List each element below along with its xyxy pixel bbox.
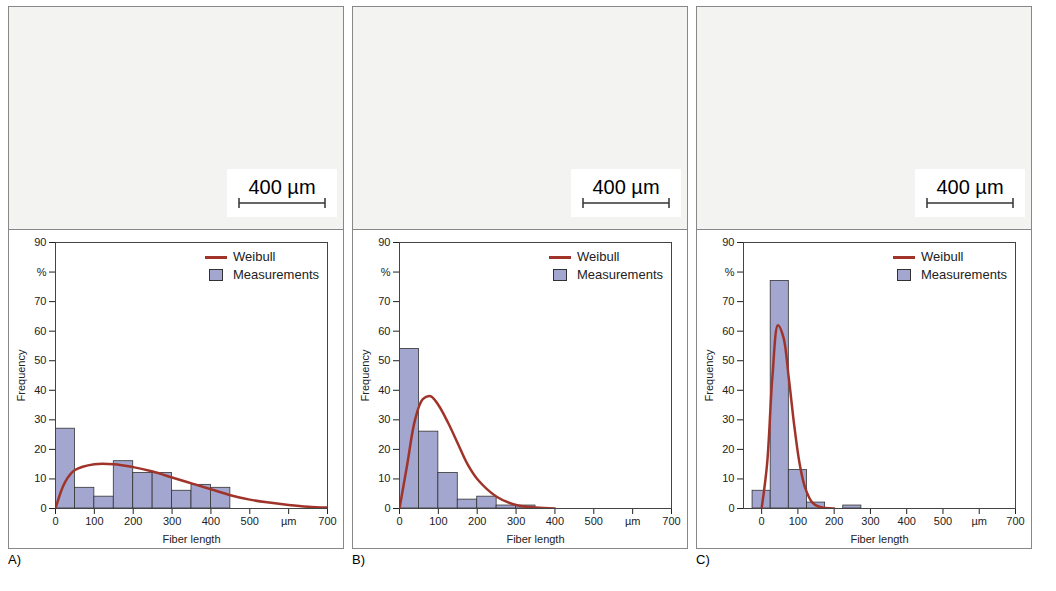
svg-text:µm: µm [971, 515, 987, 527]
html-text:Measurements: Measurements [233, 267, 319, 282]
svg-text:50: 50 [34, 354, 46, 366]
svg-text:400: 400 [546, 515, 564, 527]
svg-text:100: 100 [85, 515, 103, 527]
svg-text:90: 90 [34, 236, 46, 248]
svg-text:400: 400 [898, 515, 916, 527]
svg-text:60: 60 [722, 325, 734, 337]
svg-text:700: 700 [318, 515, 336, 527]
svg-text:%: % [725, 266, 735, 278]
svg-text:Frequency: Frequency [703, 349, 715, 401]
html-text:B): B) [352, 552, 365, 567]
html-text:Weibull: Weibull [233, 249, 276, 264]
html-text:Weibull: Weibull [577, 249, 620, 264]
svg-text:70: 70 [722, 295, 734, 307]
svg-text:300: 300 [861, 515, 879, 527]
svg-text:0: 0 [40, 502, 46, 514]
svg-text:400 µm: 400 µm [592, 176, 659, 198]
svg-text:Fiber length: Fiber length [162, 533, 220, 545]
svg-text:30: 30 [722, 413, 734, 425]
svg-text:700: 700 [662, 515, 680, 527]
svg-text:10: 10 [378, 472, 390, 484]
svg-text:0: 0 [396, 515, 402, 527]
svg-text:40: 40 [34, 384, 46, 396]
html-text:Measurements: Measurements [577, 267, 663, 282]
svg-text:20: 20 [722, 443, 734, 455]
html-text:C): C) [696, 552, 710, 567]
svg-text:200: 200 [825, 515, 843, 527]
svg-text:100: 100 [429, 515, 447, 527]
html-text:A): A) [8, 552, 21, 567]
svg-text:0: 0 [384, 502, 390, 514]
svg-text:500: 500 [934, 515, 952, 527]
svg-text:90: 90 [722, 236, 734, 248]
svg-text:700: 700 [1006, 515, 1024, 527]
svg-text:300: 300 [507, 515, 525, 527]
svg-text:0: 0 [52, 515, 58, 527]
svg-text:50: 50 [378, 354, 390, 366]
svg-text:90: 90 [378, 236, 390, 248]
svg-text:200: 200 [124, 515, 142, 527]
html-text:Weibull: Weibull [921, 249, 964, 264]
svg-text:400: 400 [202, 515, 220, 527]
svg-text:500: 500 [241, 515, 259, 527]
svg-text:60: 60 [34, 325, 46, 337]
svg-text:300: 300 [163, 515, 181, 527]
svg-text:40: 40 [722, 384, 734, 396]
svg-text:10: 10 [722, 472, 734, 484]
svg-text:µm: µm [625, 515, 641, 527]
svg-text:70: 70 [34, 295, 46, 307]
svg-text:500: 500 [585, 515, 603, 527]
svg-text:20: 20 [378, 443, 390, 455]
svg-text:30: 30 [378, 413, 390, 425]
svg-text:400 µm: 400 µm [936, 176, 1003, 198]
svg-text:400 µm: 400 µm [248, 176, 315, 198]
svg-text:50: 50 [722, 354, 734, 366]
svg-text:Frequency: Frequency [359, 349, 371, 401]
svg-text:100: 100 [789, 515, 807, 527]
html-text:Measurements: Measurements [921, 267, 1007, 282]
svg-text:200: 200 [468, 515, 486, 527]
svg-text:0: 0 [728, 502, 734, 514]
svg-text:60: 60 [378, 325, 390, 337]
svg-text:70: 70 [378, 295, 390, 307]
svg-text:10: 10 [34, 472, 46, 484]
svg-text:%: % [37, 266, 47, 278]
svg-text:µm: µm [281, 515, 297, 527]
svg-text:Fiber length: Fiber length [506, 533, 564, 545]
svg-text:Frequency: Frequency [15, 349, 27, 401]
svg-text:40: 40 [378, 384, 390, 396]
svg-text:0: 0 [759, 515, 765, 527]
svg-text:30: 30 [34, 413, 46, 425]
svg-text:Fiber length: Fiber length [850, 533, 908, 545]
svg-text:%: % [381, 266, 391, 278]
svg-text:20: 20 [34, 443, 46, 455]
